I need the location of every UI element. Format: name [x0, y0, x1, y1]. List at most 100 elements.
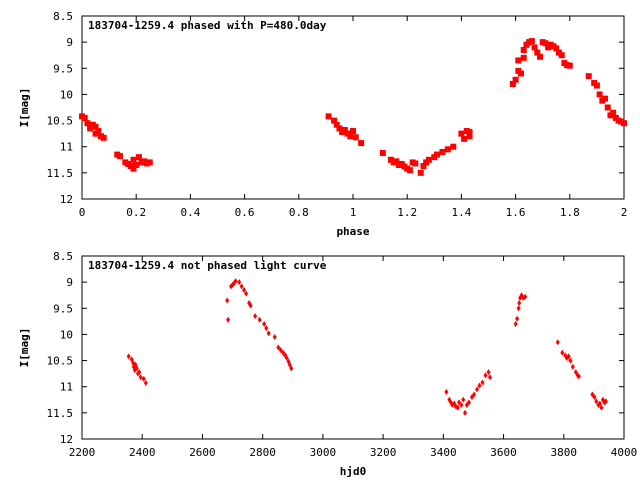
chart-title: 183704-1259.4 not phased light curve	[88, 259, 327, 272]
data-point	[138, 374, 143, 381]
data-point	[350, 128, 356, 135]
x-tick-label: 0.8	[289, 206, 309, 219]
data-point	[133, 162, 140, 169]
data-point	[466, 399, 471, 406]
data-point	[444, 388, 449, 395]
data-point	[466, 133, 473, 140]
data-point	[130, 165, 137, 172]
data-point	[461, 396, 466, 403]
data-point	[555, 339, 560, 346]
x-tick-label: 3800	[551, 446, 578, 459]
data-point	[520, 46, 527, 53]
data-point	[417, 169, 424, 176]
data-point	[518, 70, 525, 77]
y-tick-label: 9.5	[53, 62, 73, 75]
data-point	[130, 156, 137, 163]
phased-plot: 0 0.2 0.4 0.6 0.8 1 1.2 1.4 1.6 1.8 2 8.5 9 9.5 10 10.5…	[18, 10, 627, 238]
data-point	[602, 95, 609, 102]
y-tick-label: 11.5	[47, 167, 74, 180]
x-tick-label: 0.4	[180, 206, 200, 219]
data-point	[264, 325, 269, 332]
data-point	[536, 53, 543, 60]
data-point	[458, 130, 465, 137]
data-point	[610, 109, 617, 116]
x-tick-label: 0.2	[126, 206, 146, 219]
data-point	[336, 125, 343, 132]
x-tick-label: 1	[350, 206, 357, 219]
data-point	[116, 153, 123, 160]
data-point	[477, 382, 482, 389]
data-point	[100, 134, 107, 141]
data-point	[439, 148, 446, 155]
data-point	[486, 369, 491, 376]
data-point	[459, 402, 464, 409]
data-point	[135, 154, 142, 161]
data-point	[95, 128, 102, 135]
x-tick-label: 2	[621, 206, 628, 219]
data-point	[558, 52, 565, 59]
data-point	[455, 404, 460, 411]
data-point	[456, 399, 461, 406]
data-point	[512, 76, 519, 83]
x-tick-label: 2400	[129, 446, 156, 459]
data-point	[393, 158, 400, 165]
y-tick-label: 9	[66, 36, 73, 49]
y-tick-label: 12	[60, 193, 73, 206]
data-point	[528, 38, 535, 45]
plot-frame	[81, 255, 625, 440]
data-point	[331, 117, 338, 124]
data-point	[603, 398, 608, 405]
y-tick-label: 10.5	[47, 115, 74, 128]
data-point	[461, 135, 468, 142]
data-point	[289, 365, 294, 372]
data-point	[517, 300, 522, 307]
data-point	[126, 353, 131, 360]
data-point	[358, 140, 365, 147]
data-point	[420, 163, 427, 170]
data-point	[406, 167, 413, 174]
x-tick-label: 1.4	[451, 206, 471, 219]
data-point	[472, 391, 477, 398]
data-point	[585, 73, 592, 80]
data-point	[515, 315, 520, 322]
y-tick-label: 8.5	[53, 250, 73, 263]
x-tick-label: 2200	[69, 446, 96, 459]
y-tick-label: 12	[60, 433, 73, 446]
data-point	[347, 133, 354, 140]
data-point	[87, 125, 94, 132]
data-point	[566, 62, 573, 69]
data-point	[379, 149, 386, 156]
data-point	[248, 302, 253, 309]
data-point	[278, 347, 283, 354]
data-point	[253, 313, 258, 320]
data-point	[515, 57, 522, 64]
data-point	[594, 398, 599, 405]
data-point	[593, 82, 600, 89]
data-point	[597, 400, 602, 407]
y-tick-label: 10	[60, 328, 73, 341]
data-point	[466, 129, 473, 136]
x-tick-label: 3000	[310, 446, 337, 459]
data-point	[276, 344, 281, 351]
data-point	[570, 363, 575, 370]
data-point	[272, 334, 277, 341]
y-tick-label: 10.5	[47, 355, 74, 368]
y-axis-label: I[mag]	[18, 88, 31, 128]
y-tick-label: 11.5	[47, 407, 74, 420]
data-point	[257, 316, 262, 323]
y-tick-label: 11	[60, 381, 73, 394]
y-tick-label: 9.5	[53, 302, 73, 315]
data-point	[434, 151, 441, 158]
data-point	[137, 369, 142, 376]
data-point	[141, 375, 146, 382]
data-point	[450, 143, 457, 150]
y-tick-label: 8.5	[53, 10, 73, 23]
chart-title: 183704-1259.4 phased with P=480.0day	[88, 19, 327, 32]
y-tick-label: 10	[60, 88, 73, 101]
data-point	[244, 290, 249, 297]
x-tick-label: 3200	[370, 446, 397, 459]
data-point	[239, 283, 244, 290]
data-point	[134, 365, 139, 372]
data-point	[520, 54, 527, 61]
